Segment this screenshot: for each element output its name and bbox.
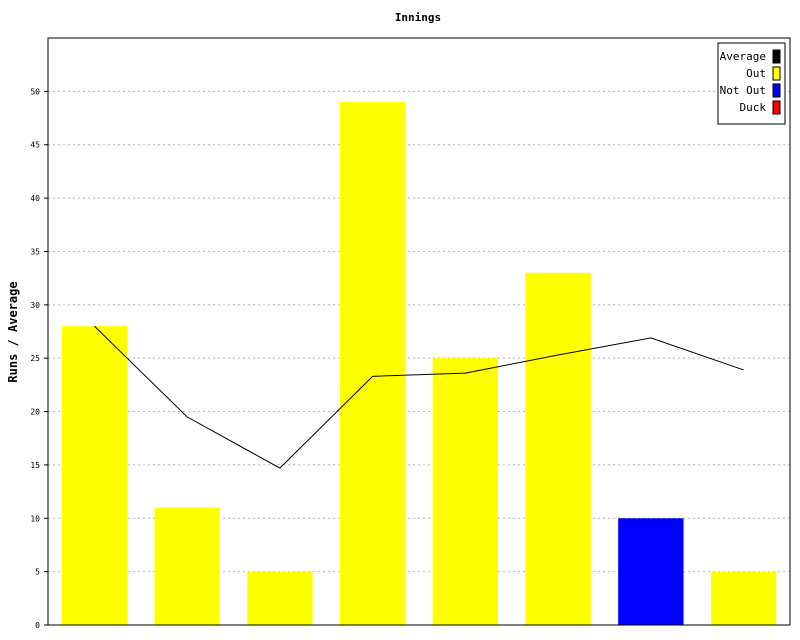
y-tick-label: 10 bbox=[30, 514, 40, 523]
legend-label: Duck bbox=[740, 101, 767, 114]
y-tick-label: 25 bbox=[30, 354, 40, 363]
bar bbox=[154, 507, 220, 625]
bar bbox=[247, 571, 313, 625]
legend-swatch bbox=[772, 49, 781, 64]
y-axis-ticks: 0 5 10 15 20 25 30 35 40 45 50 bbox=[30, 87, 48, 630]
plot-frame bbox=[47, 37, 791, 626]
grid-lines bbox=[48, 90, 790, 573]
bar bbox=[432, 358, 499, 625]
legend-label: Average bbox=[720, 50, 766, 63]
y-tick-label: 30 bbox=[30, 301, 40, 310]
y-tick-label: 50 bbox=[30, 87, 40, 96]
y-tick-label: 20 bbox=[30, 408, 40, 417]
bar bbox=[61, 326, 128, 625]
y-tick-label: 15 bbox=[30, 461, 40, 470]
bar bbox=[618, 518, 684, 625]
bar bbox=[525, 272, 591, 625]
y-tick-label: 45 bbox=[30, 141, 40, 150]
legend-swatch bbox=[772, 83, 781, 98]
average-line-layer bbox=[94, 325, 744, 469]
y-tick-label: 35 bbox=[30, 247, 40, 256]
average-line bbox=[94, 325, 744, 469]
legend-label: Not Out bbox=[720, 84, 766, 97]
y-tick-label: 5 bbox=[35, 568, 40, 577]
legend-swatch bbox=[772, 100, 781, 115]
legend-label: Out bbox=[746, 67, 766, 80]
y-tick-label: 0 bbox=[35, 621, 40, 630]
bar bbox=[339, 102, 406, 625]
legend-swatch bbox=[772, 66, 781, 81]
chart-title: Innings bbox=[395, 11, 441, 24]
y-axis-label: Runs / Average bbox=[6, 281, 20, 382]
bars bbox=[61, 102, 777, 625]
legend: Average Out Not Out Duck bbox=[717, 42, 786, 125]
bar bbox=[710, 571, 777, 625]
y-tick-label: 40 bbox=[30, 194, 40, 203]
